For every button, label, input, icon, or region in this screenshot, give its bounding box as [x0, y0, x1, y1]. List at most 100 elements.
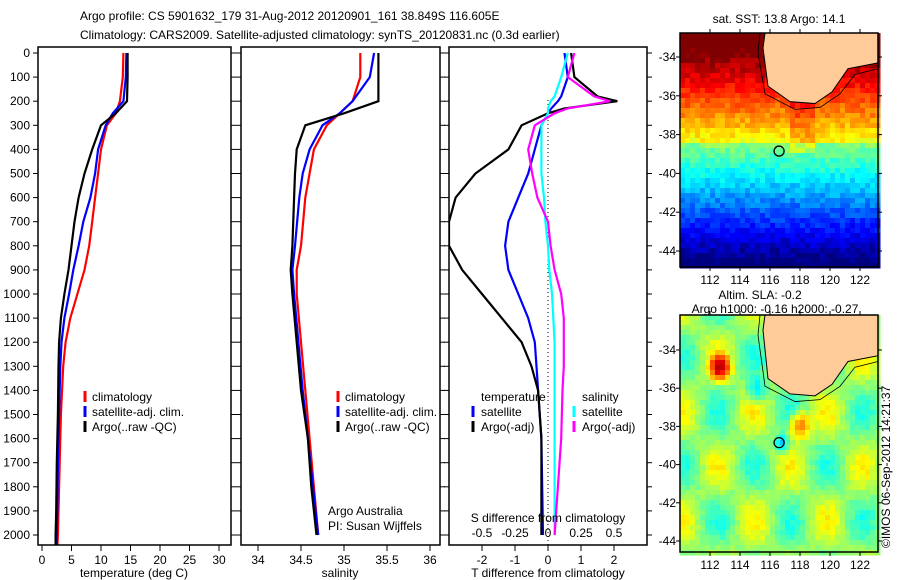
map-cell [750, 380, 756, 386]
map-cell [715, 58, 721, 64]
map-cell [725, 183, 731, 189]
map-cell [760, 480, 766, 486]
map-cell [685, 93, 691, 99]
map-cell [695, 315, 701, 321]
map-cell [840, 93, 846, 99]
map-cell [860, 233, 866, 239]
map-cell [715, 188, 721, 194]
map-cell [795, 223, 801, 229]
map-cell [720, 480, 726, 486]
map-cell [820, 133, 826, 139]
map-cell [775, 138, 781, 144]
map-cell [860, 98, 866, 104]
map-cell [815, 460, 821, 466]
map-cell [825, 238, 831, 244]
map-cell [835, 198, 841, 204]
map-cell [800, 163, 806, 169]
map-cell [865, 183, 871, 189]
map-cell [775, 243, 781, 249]
map-cell [705, 43, 711, 49]
map-cell [785, 480, 791, 486]
map-cell [750, 530, 756, 536]
map-cell [815, 198, 821, 204]
map-cell [825, 390, 831, 396]
map-cell [705, 108, 711, 114]
map-cell [865, 98, 871, 104]
map-cell [755, 415, 761, 421]
map-cell [725, 238, 731, 244]
map-cell [795, 450, 801, 456]
map-cell [815, 530, 821, 536]
map-cell [780, 520, 786, 526]
map-cell [795, 415, 801, 421]
map-cell [740, 525, 746, 531]
map-cell [700, 470, 706, 476]
map-cell [735, 138, 741, 144]
legend-label: satellite-adj. clim. [92, 405, 184, 419]
map-cell [760, 340, 766, 346]
map-cell [745, 525, 751, 531]
lon-tick-label: 112 [700, 558, 719, 572]
map-cell [730, 153, 736, 159]
map-cell [805, 198, 811, 204]
map-cell [835, 545, 841, 551]
map-cell [685, 163, 691, 169]
map-cell [715, 153, 721, 159]
map-cell [680, 315, 686, 321]
map-cell [685, 213, 691, 219]
map-cell [850, 410, 856, 416]
map-cell [820, 118, 826, 124]
map-cell [720, 525, 726, 531]
map-cell [750, 370, 756, 376]
map-cell [790, 138, 796, 144]
map-cell [715, 325, 721, 331]
map-cell [695, 198, 701, 204]
map-cell [700, 465, 706, 471]
map-cell [800, 455, 806, 461]
map-cell [785, 505, 791, 511]
map-cell [830, 450, 836, 456]
map-cell [690, 138, 696, 144]
map-cell [860, 415, 866, 421]
map-cell [755, 228, 761, 234]
map-cell [755, 480, 761, 486]
map-cell [755, 178, 761, 184]
map-cell [815, 153, 821, 159]
map-cell [795, 208, 801, 214]
map-cell [740, 400, 746, 406]
map-cell [825, 258, 831, 264]
map-cell [810, 455, 816, 461]
map-cell [755, 410, 761, 416]
map-cell [810, 218, 816, 224]
map-cell [710, 203, 716, 209]
map-cell [750, 53, 756, 59]
map-cell [680, 500, 686, 506]
map-cell [700, 193, 706, 199]
map-cell [750, 138, 756, 144]
map-cell [710, 340, 716, 346]
map-cell [805, 253, 811, 259]
map-cell [855, 78, 861, 84]
map-cell [855, 440, 861, 446]
map-cell [725, 450, 731, 456]
map-cell [800, 480, 806, 486]
map-cell [740, 495, 746, 501]
map-cell [730, 43, 736, 49]
map-cell [835, 485, 841, 491]
map-cell [855, 253, 861, 259]
map-cell [705, 425, 711, 431]
map-cell [800, 203, 806, 209]
map-cell [845, 118, 851, 124]
map-cell [745, 480, 751, 486]
map-cell [690, 370, 696, 376]
map-cell [700, 203, 706, 209]
map-cell [760, 93, 766, 99]
map-cell [760, 430, 766, 436]
map-cell [785, 253, 791, 259]
map-cell [805, 138, 811, 144]
map-cell [840, 480, 846, 486]
map-cell [710, 123, 716, 129]
map-cell [705, 345, 711, 351]
map-cell [695, 138, 701, 144]
